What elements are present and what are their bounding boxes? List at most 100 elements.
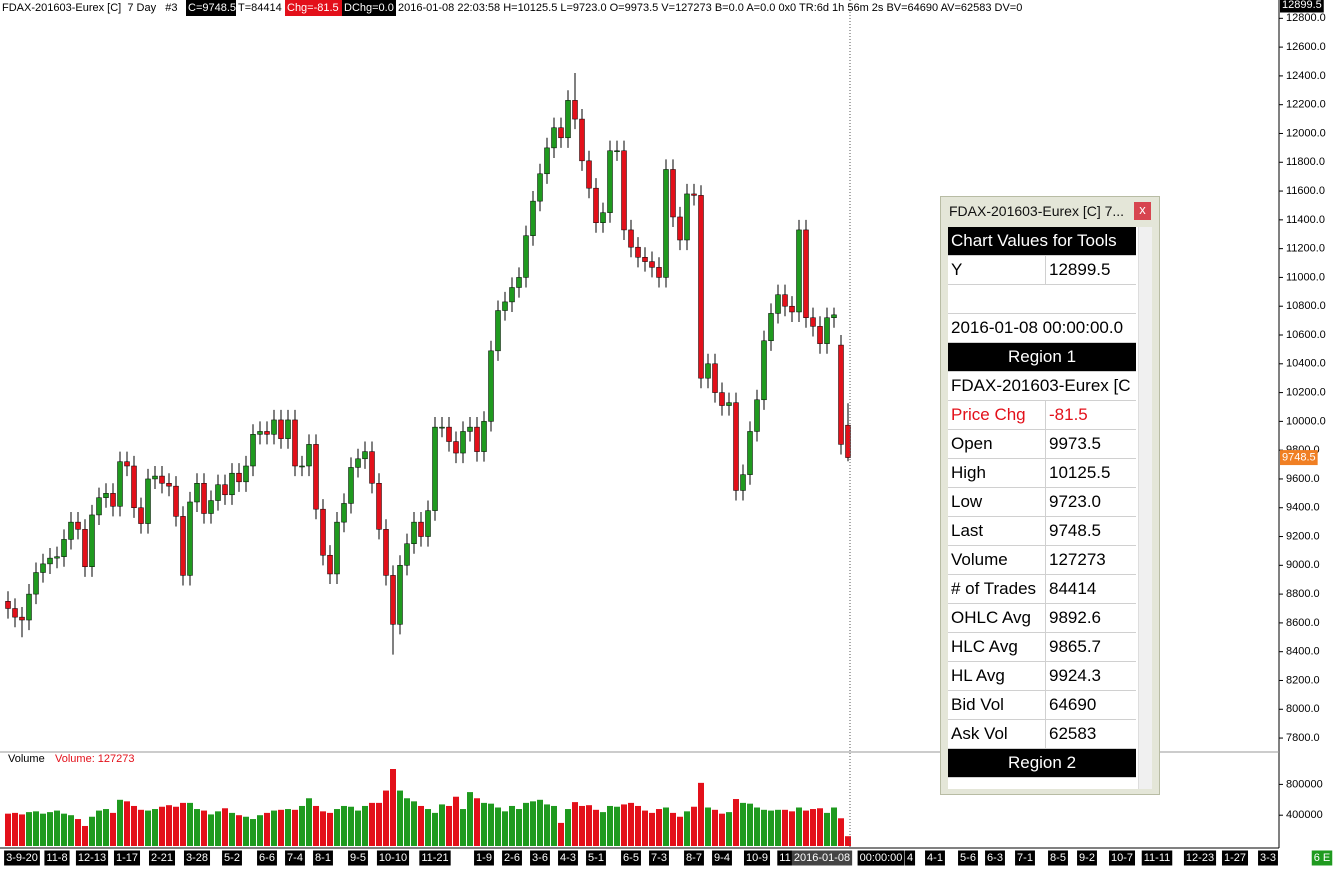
candle-body [355,458,361,468]
row-value: 12899.5 [1049,260,1111,279]
x-tick-label-group: 2-6 [502,850,522,866]
candle-body [152,475,158,480]
x-tick-label-group: 10-9 [743,850,771,866]
x-tick-label-group: 11-11 [1141,850,1173,866]
candle-body [82,529,88,568]
candle-body [579,118,585,162]
volume-bar [467,792,473,846]
volume-bar [558,822,564,846]
candle-body [236,472,242,483]
candle-body [474,426,480,452]
x-tick-label: 3-28 [186,852,208,864]
candle-body [257,431,263,435]
candle-body [5,601,11,609]
candle-body [110,493,116,507]
x-tick-label-group: 2-21 [148,850,176,866]
x-tick-label-group: 10-7 [1108,850,1136,866]
x-tick-label-box [257,850,277,866]
volume-bar [656,809,662,846]
x-tick-label: 7-3 [651,852,667,864]
volume-bar [789,811,795,846]
x-tick-label: 6-5 [623,852,639,864]
x-tick-label-group: 5-6 [958,850,978,866]
row-label: HL Avg [948,662,1046,690]
candle-body [488,350,494,422]
x-tick-label: 11-21 [421,852,448,864]
x-tick-label-group: 8-7 [684,850,704,866]
x-tick-label-box [712,850,732,866]
candle-body [26,593,32,621]
volume-bar [775,809,781,846]
volume-bar [768,810,774,846]
x-tick-label-box [348,850,368,866]
candle-body [600,212,606,223]
volume-bar [726,812,732,846]
candle-body [33,572,39,595]
candle-body [425,510,431,537]
candle-body [68,521,74,540]
volume-bar [677,816,683,846]
row-value: 62583 [1049,724,1097,743]
y-tick-label: 10800.0 [1286,300,1326,312]
candle-body [439,426,445,429]
values-row: HL Avg 9924.3 [948,662,1136,691]
candle-body [334,521,340,575]
y-tick-label: 11000.0 [1286,271,1325,283]
volume-bar [124,801,130,846]
x-tick-label: 8-5 [1050,852,1066,864]
candle-body [698,195,704,379]
candle-body [187,501,193,576]
volume-bar [509,805,515,846]
candle-body [89,514,95,568]
candle-body [411,521,417,544]
volume-bar [600,812,606,846]
cursor-time-group: 00:00:00 [857,850,905,866]
volume-bar [194,809,200,846]
candle-body [754,399,760,432]
volume-bar [607,805,613,846]
cursor-date-group: 2016-01-08 [791,850,853,866]
cursor-time-box [857,850,905,866]
volume-bar [180,802,186,846]
candle-body [362,451,368,460]
candle-body [551,127,557,149]
tool-window-title: FDAX-201603-Eurex [C] 7... [949,203,1125,219]
x-tick-label: 1-17 [116,852,138,864]
volume-bar [817,808,823,846]
x-tick-label: 7-1 [1017,852,1033,864]
volume-bar [159,806,165,846]
x-tick-label: 5-2 [224,852,240,864]
volume-bar [306,798,312,846]
x-tick-label-group: 5-2 [222,850,242,866]
volume-bar [684,811,690,846]
x-tick-label-group: 6-6 [257,850,277,866]
x-tick-label-group: 9-2 [1077,850,1097,866]
candle-body [817,326,823,344]
volume-bar [488,803,494,846]
volume-bar [754,807,760,846]
x-tick-label-box [958,850,978,866]
candle-body [208,500,214,514]
candle-body [201,483,207,514]
x-tick-label-box [649,850,669,866]
candle-body [404,543,410,566]
y-tick-label: 11800.0 [1286,156,1325,168]
row-label: Y [948,256,1046,284]
scrollbar[interactable] [1138,227,1152,789]
x-tick-label-group: 11-8 [44,850,70,866]
volume-bar [110,812,116,846]
values-row: Bid Vol 64690 [948,691,1136,720]
header-info: 2016-01-08 22:03:58 H=10125.5 L=9723.0 O… [398,2,1023,14]
volume-bar [761,809,767,846]
close-button[interactable]: x [1134,202,1151,220]
candle-body [831,314,837,318]
x-tick-label: 3-6 [532,852,548,864]
y-tick-label: 10600.0 [1286,329,1326,341]
candle-body [327,554,333,575]
x-tick-label: 4 [907,852,913,864]
tool-window-titlebar: FDAX-201603-Eurex [C] 7... x [941,197,1159,225]
tool-window: FDAX-201603-Eurex [C] 7... x Chart Value… [940,196,1160,795]
x-tick-label-group: 5-1 [586,850,606,866]
row-label: Volume [948,546,1046,574]
